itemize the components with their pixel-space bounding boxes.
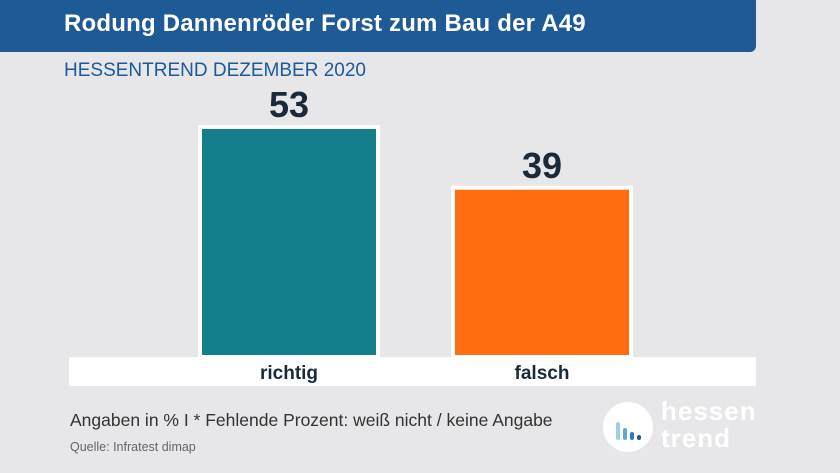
bar-richtig bbox=[198, 125, 380, 359]
data-label-richtig: 53 bbox=[269, 84, 309, 125]
category-label-falsch: falsch bbox=[515, 363, 570, 384]
category-axis-band bbox=[69, 357, 756, 386]
data-label-falsch: 39 bbox=[522, 145, 562, 186]
title-bar: Rodung Dannenröder Forst zum Bau der A49 bbox=[0, 0, 756, 52]
bar-falsch bbox=[451, 185, 633, 359]
logo-line-1: hessen bbox=[661, 396, 757, 426]
logo-line-2: trend bbox=[661, 423, 731, 453]
bar-chart-icon bbox=[603, 402, 653, 452]
logo-wordmark: hessen trend bbox=[661, 398, 757, 452]
footnote: Angaben in % I * Fehlende Prozent: weiß … bbox=[70, 410, 553, 430]
hessentrend-logo: hessen trend bbox=[603, 398, 763, 462]
chart-subtitle: HESSENTREND DEZEMBER 2020 bbox=[64, 60, 366, 81]
chart-title: Rodung Dannenröder Forst zum Bau der A49 bbox=[64, 10, 586, 37]
source-note: Quelle: Infratest dimap bbox=[70, 440, 196, 454]
category-label-richtig: richtig bbox=[260, 363, 318, 384]
